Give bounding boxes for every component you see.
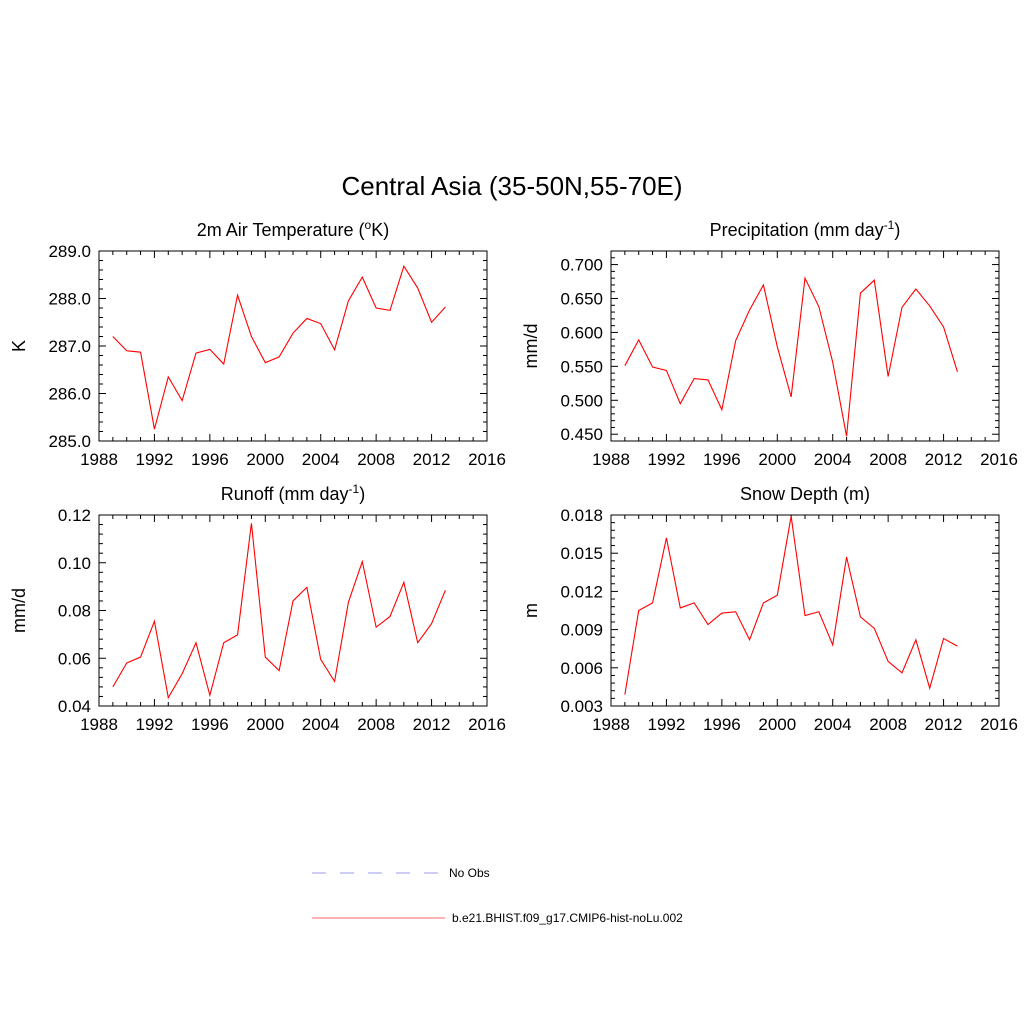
figure-title: Central Asia (35-50N,55-70E) <box>341 171 682 201</box>
y-axis-label: mm/d <box>521 324 541 369</box>
y-tick-label: 286.0 <box>48 385 91 404</box>
panels: 2m Air Temperature (oK) K 1988 1992 1996 2000… <box>9 218 1018 734</box>
legend: No Obs b.e21.BHIST.f09_g17.CMIP6-hist-noL… <box>312 866 683 925</box>
y-axis-label: K <box>9 340 29 352</box>
x-tick-label: 2004 <box>302 450 340 469</box>
x-tick-label: 1996 <box>191 450 229 469</box>
x-tick-label: 2016 <box>980 450 1018 469</box>
x-tick-label: 2008 <box>869 715 907 734</box>
x-tick-label: 2012 <box>925 715 963 734</box>
x-tick-label: 1992 <box>648 715 686 734</box>
panel-title-suffix: ) <box>359 484 365 504</box>
panel-title-text: Snow Depth (m) <box>740 484 870 504</box>
legend-label: b.e21.BHIST.f09_g17.CMIP6-hist-noLu.002 <box>452 911 683 925</box>
x-tick-label: 1988 <box>592 450 630 469</box>
x-tick-label: 1988 <box>80 450 118 469</box>
x-tick-label: 1988 <box>592 715 630 734</box>
x-tick-label: 1996 <box>703 715 741 734</box>
y-tick-label: 0.450 <box>560 425 603 444</box>
x-tick-label: 2004 <box>302 715 340 734</box>
x-tick-label: 1996 <box>191 715 229 734</box>
x-tick-label: 1992 <box>136 715 174 734</box>
y-tick-label: 285.0 <box>48 432 91 451</box>
panel-title-superscript: -1 <box>884 218 895 232</box>
y-tick-label: 0.10 <box>58 554 91 573</box>
y-tick-label: 0.018 <box>560 506 603 525</box>
panel-title-superscript: -1 <box>349 482 360 496</box>
y-tick-label: 0.550 <box>560 357 603 376</box>
x-tick-label: 1996 <box>703 450 741 469</box>
panel-title-text: 2m Air Temperature ( <box>197 220 365 240</box>
y-tick-label: 0.003 <box>560 697 603 716</box>
y-tick-label: 0.08 <box>58 602 91 621</box>
x-tick-label: 2000 <box>246 450 284 469</box>
y-tick-label: 0.700 <box>560 256 603 275</box>
y-tick-label: 0.12 <box>58 506 91 525</box>
x-tick-label: 2016 <box>468 450 506 469</box>
y-tick-label: 0.650 <box>560 290 603 309</box>
x-tick-label: 2012 <box>925 450 963 469</box>
x-tick-label: 2008 <box>357 450 395 469</box>
series-line <box>112 264 446 430</box>
panel-title-superscript: o <box>365 218 372 232</box>
y-tick-label: 0.015 <box>560 544 603 563</box>
panel-precip: Precipitation (mm day-1) mm/d 1988 1992 1996… <box>521 218 1018 469</box>
panel-title: Snow Depth (m) <box>740 484 870 504</box>
panel-temp: 2m Air Temperature (oK) K 1988 1992 1996 2000… <box>9 218 506 469</box>
x-tick-label: 1988 <box>80 715 118 734</box>
x-tick-label: 2008 <box>869 450 907 469</box>
x-tick-label: 1992 <box>136 450 174 469</box>
y-tick-label: 0.012 <box>560 582 603 601</box>
y-tick-label: 287.0 <box>48 337 91 356</box>
x-tick-label: 2004 <box>814 450 852 469</box>
x-tick-label: 2000 <box>758 450 796 469</box>
panel-title: Precipitation (mm day-1) <box>710 218 901 240</box>
panel-title-suffix: ) <box>894 220 900 240</box>
panel-title: Runoff (mm day-1) <box>221 482 365 504</box>
x-tick-label: 2000 <box>246 715 284 734</box>
plot-frame <box>98 250 488 442</box>
series-line <box>624 276 958 437</box>
y-tick-label: 288.0 <box>48 290 91 309</box>
x-tick-label: 1992 <box>648 450 686 469</box>
plot-frame <box>98 514 488 707</box>
panel-title-text: Runoff (mm day <box>221 484 349 504</box>
panel-title-text: Precipitation (mm day <box>710 220 884 240</box>
x-tick-label: 2004 <box>814 715 852 734</box>
x-tick-label: 2012 <box>413 450 451 469</box>
series-line <box>624 516 958 695</box>
plot-frame <box>610 514 1000 707</box>
y-tick-label: 0.06 <box>58 649 91 668</box>
y-tick-label: 0.600 <box>560 323 603 342</box>
y-tick-label: 0.009 <box>560 621 603 640</box>
series-line <box>112 523 446 700</box>
x-tick-label: 2000 <box>758 715 796 734</box>
panel-title-suffix: K) <box>371 220 389 240</box>
panel-snow: Snow Depth (m) m 1988 1992 1996 2000 2004 2008 2… <box>521 484 1018 734</box>
y-axis-label: m <box>521 603 541 618</box>
y-tick-label: 0.500 <box>560 391 603 410</box>
x-tick-label: 2008 <box>357 715 395 734</box>
panel-title: 2m Air Temperature (oK) <box>197 218 389 240</box>
x-tick-label: 2012 <box>413 715 451 734</box>
y-tick-label: 0.04 <box>58 697 91 716</box>
legend-label: No Obs <box>449 866 490 880</box>
y-axis-label: mm/d <box>9 588 29 633</box>
x-tick-label: 2016 <box>980 715 1018 734</box>
y-tick-label: 0.006 <box>560 659 603 678</box>
panel-runoff: Runoff (mm day-1) mm/d 1988 1992 1996 2000 200… <box>9 482 506 734</box>
y-tick-label: 289.0 <box>48 242 91 261</box>
x-tick-label: 2016 <box>468 715 506 734</box>
